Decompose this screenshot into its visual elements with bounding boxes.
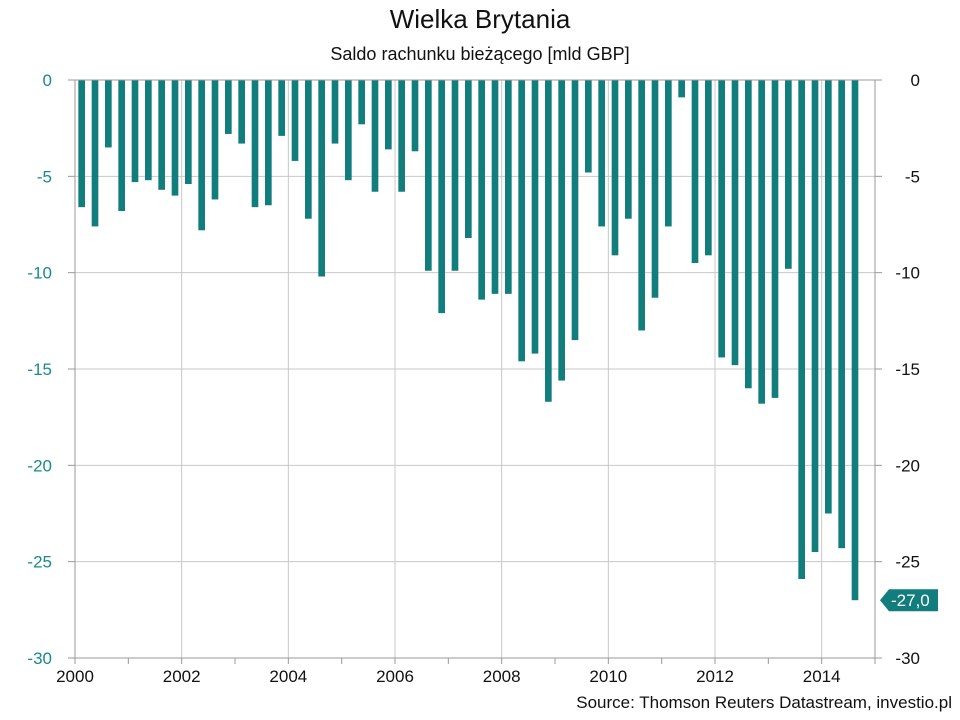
x-tick-label: 2010 <box>589 667 627 686</box>
bar <box>478 80 485 300</box>
y-left-tick-label: -15 <box>27 360 52 379</box>
y-left-tick-label: 0 <box>43 71 52 90</box>
bar <box>811 80 819 553</box>
bar <box>105 80 112 148</box>
y-left-tick-label: -20 <box>27 456 52 475</box>
bar <box>438 80 445 314</box>
bar <box>611 80 619 256</box>
bar <box>758 80 765 404</box>
bar <box>451 80 459 271</box>
bar <box>171 80 179 196</box>
bar <box>305 80 312 219</box>
last-value-callout: -27,0 <box>880 589 938 612</box>
bar <box>798 80 805 580</box>
bar <box>585 80 592 173</box>
bar <box>198 80 205 231</box>
last-value-label: -27,0 <box>891 591 930 610</box>
bar <box>491 80 499 294</box>
bar <box>318 80 325 277</box>
source-note: Source: Thomson Reuters Datastream, inve… <box>576 693 952 712</box>
bar <box>638 80 645 331</box>
bar <box>265 80 272 206</box>
bar <box>731 80 739 366</box>
x-tick-label: 2002 <box>163 667 201 686</box>
bar <box>545 80 552 402</box>
chart-subtitle: Saldo rachunku bieżącego [mld GBP] <box>330 44 630 64</box>
bar <box>625 80 632 219</box>
bar <box>771 80 779 398</box>
bar <box>251 80 259 208</box>
bar <box>131 80 139 183</box>
bar <box>291 80 299 161</box>
bar <box>651 80 659 298</box>
y-right-tick-label: 0 <box>911 71 920 90</box>
bar <box>211 80 219 200</box>
bar <box>398 80 405 192</box>
axes <box>68 79 882 664</box>
y-right-tick-label: -10 <box>895 264 920 283</box>
y-right-tick-label: -20 <box>895 456 920 475</box>
bar <box>718 80 725 358</box>
bar <box>371 80 379 192</box>
bar-series <box>78 80 859 601</box>
bar <box>91 80 99 227</box>
bar <box>185 80 192 185</box>
bar <box>278 80 285 136</box>
last-value-callout-box <box>880 589 938 612</box>
bar <box>505 80 512 294</box>
bar <box>825 80 832 514</box>
bar <box>345 80 352 181</box>
bar <box>238 80 245 144</box>
y-left-tick-label: -30 <box>27 649 52 668</box>
y-left-tick-label: -5 <box>37 167 52 186</box>
bar <box>665 80 672 227</box>
bar <box>598 80 605 227</box>
y-right-tick-label: -15 <box>895 360 920 379</box>
bar <box>425 80 432 271</box>
bar <box>465 80 472 238</box>
bar <box>411 80 419 152</box>
y-right-tick-label: -25 <box>895 553 920 572</box>
bar <box>358 80 365 125</box>
y-axis-left-ticks: 0 -5 -10 -15 -20 -25 -30 <box>27 71 52 668</box>
x-axis-ticks: 2000 2002 2004 2006 2008 2010 2012 2014 <box>56 667 840 686</box>
bar <box>118 80 125 212</box>
y-axis-right-ticks: 0 -5 -10 -15 -20 -25 -30 <box>895 71 920 668</box>
x-tick-label: 2006 <box>376 667 414 686</box>
bar <box>705 80 712 256</box>
bar <box>691 80 699 264</box>
bar <box>331 80 339 144</box>
gridlines <box>74 79 875 659</box>
y-right-tick-label: -30 <box>895 649 920 668</box>
bar <box>78 80 85 208</box>
x-tick-label: 2000 <box>56 667 94 686</box>
bar <box>838 80 845 549</box>
y-left-tick-label: -25 <box>27 553 52 572</box>
y-right-tick-label: -5 <box>905 167 920 186</box>
x-tick-label: 2008 <box>483 667 521 686</box>
bar <box>558 80 565 381</box>
chart-title: Wielka Brytania <box>389 4 571 34</box>
x-tick-label: 2012 <box>696 667 734 686</box>
bar <box>745 80 752 389</box>
bar <box>571 80 579 341</box>
bar <box>225 80 232 134</box>
x-tick-label: 2014 <box>803 667 841 686</box>
bar <box>678 80 685 98</box>
bar <box>158 80 165 190</box>
x-tick-label: 2004 <box>269 667 307 686</box>
bar <box>531 80 539 354</box>
bar <box>518 80 525 362</box>
bar <box>851 80 859 601</box>
bar <box>385 80 392 150</box>
bar <box>145 80 152 181</box>
y-left-tick-label: -10 <box>27 264 52 283</box>
bar <box>785 80 792 269</box>
